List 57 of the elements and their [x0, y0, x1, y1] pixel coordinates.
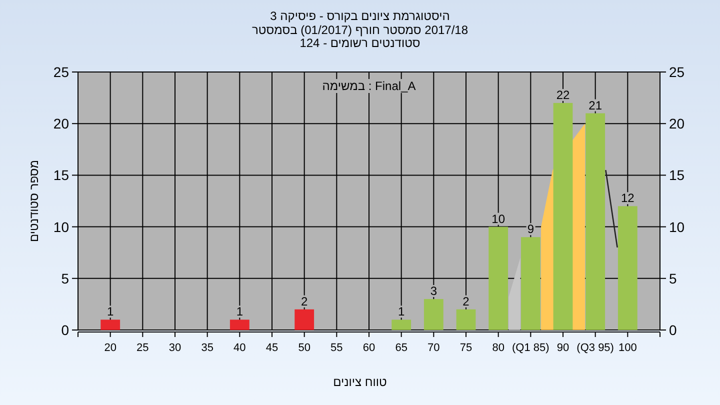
- data-label: 1: [398, 304, 405, 319]
- y2-tick-label: 20: [669, 116, 685, 132]
- bar: [520, 237, 540, 330]
- x-tick-label: 45: [266, 342, 278, 354]
- y-tick-label: 10: [53, 218, 70, 235]
- x-tick-label: (Q3 95): [576, 342, 614, 354]
- annotation: Final_A : במשימה: [322, 79, 416, 93]
- data-label: 12: [620, 191, 635, 206]
- data-label: 22: [556, 88, 570, 102]
- bar: [586, 113, 606, 330]
- x-tick-label: 90: [556, 342, 570, 354]
- y-tick-label: 25: [53, 64, 70, 80]
- x-tick-label: 30: [168, 342, 182, 354]
- bar: [488, 226, 508, 330]
- x-tick-label: 35: [201, 342, 214, 354]
- x-tick-label: 70: [428, 342, 440, 354]
- x-tick-label: 75: [460, 342, 472, 354]
- text: סטודנטים רשומים - 124: [300, 36, 420, 50]
- data-label: 21: [588, 98, 602, 112]
- bar: [424, 299, 444, 330]
- bar: [553, 102, 573, 330]
- data-label: 2: [300, 294, 308, 308]
- y-tick-label: 15: [53, 167, 70, 184]
- bar: [294, 309, 314, 330]
- data-label: 10: [492, 212, 506, 226]
- x-tick-label: 25: [136, 342, 149, 354]
- bar: [100, 320, 120, 330]
- x-tick-label: 60: [362, 342, 376, 354]
- data-label: 1: [236, 304, 244, 319]
- x-tick-label: 20: [104, 342, 116, 354]
- y2-tick-label: 5: [669, 270, 677, 286]
- x-tick-label: 80: [492, 342, 504, 354]
- x-tick-label: 50: [298, 342, 310, 354]
- y2-tick-label: 15: [669, 167, 685, 184]
- data-label: 9: [527, 222, 534, 236]
- x-tick-label: 40: [234, 342, 246, 354]
- bar: [392, 320, 412, 330]
- y2-tick-label: 0: [669, 322, 677, 338]
- x-tick-label: 65: [395, 342, 408, 354]
- data-label: 1: [106, 304, 114, 319]
- y-tick-label: 5: [61, 270, 70, 286]
- bar: [230, 320, 250, 330]
- chart-title: היסטוגרמת ציונים בקורס - פיסיקה 3: [270, 9, 450, 23]
- y2-tick-label: 25: [669, 64, 685, 80]
- x-tick-label: 55: [330, 342, 343, 354]
- x-tick-label: 100: [618, 342, 637, 354]
- y-axis-title: מספר סטודנטים: [27, 160, 41, 242]
- data-label: 3: [430, 284, 438, 298]
- text: 2017/18 סמסטר חורף (01/2017) בסמסטר: [252, 23, 468, 37]
- data-label: 2: [462, 294, 470, 308]
- bar: [456, 309, 476, 330]
- y2-tick-label: 10: [669, 218, 685, 235]
- y-tick-label: 20: [53, 116, 70, 132]
- y-tick-label: 0: [61, 322, 70, 338]
- bar: [618, 206, 638, 330]
- x-axis-title: טווח ציונים: [333, 375, 388, 389]
- x-tick-label: (Q1 85): [512, 342, 550, 354]
